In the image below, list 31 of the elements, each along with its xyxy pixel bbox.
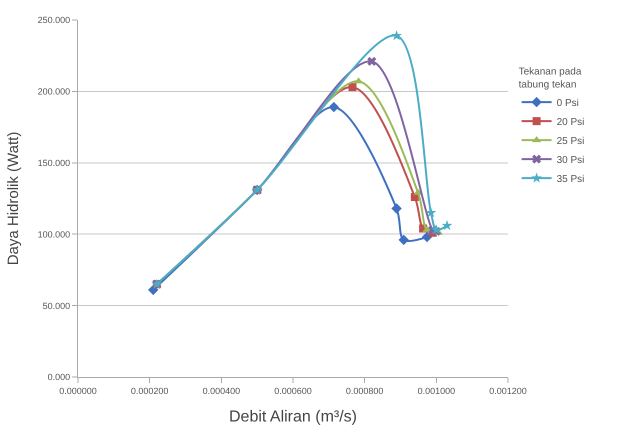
point [422,232,432,242]
y-tick-label: 100.000 [38,229,70,240]
y-tick-label: 250.000 [38,15,70,26]
point [431,224,442,234]
point [391,203,402,214]
legend-label: 25 Psi [556,136,584,147]
x-tick-label: 0.000800 [346,386,384,396]
x-tick-label: 0.000400 [202,386,240,396]
point [328,102,340,112]
legend-label: 30 Psi [556,155,584,166]
x-tick-label: 0.001200 [489,386,527,396]
point [442,220,452,230]
point [426,207,436,218]
point [398,234,409,246]
y-tick-label: 150.000 [38,158,70,168]
legend-title: Tekanan pada tabung tekan [518,66,582,91]
x-axis-title: Debit Aliran (m³/s) [228,408,358,426]
y-tick-label: 0.000 [48,372,70,382]
x-tick-label: 0.000000 [59,386,97,396]
y-tick-label: 50.000 [42,300,70,311]
x-tick-label: 0.000200 [130,386,168,396]
point [348,83,356,92]
point [367,56,376,66]
legend-label: 20 Psi [556,117,584,128]
point [391,30,402,40]
x-tick-label: 0.000600 [274,386,312,396]
legend-label: 0 Psi [556,98,579,109]
y-tick-label: 200.000 [38,86,70,97]
legend-label: 35 Psi [556,174,584,185]
x-tick-label: 0.001000 [418,386,456,396]
y-axis-title: Daya Hidrolik (Watt) [4,132,22,266]
